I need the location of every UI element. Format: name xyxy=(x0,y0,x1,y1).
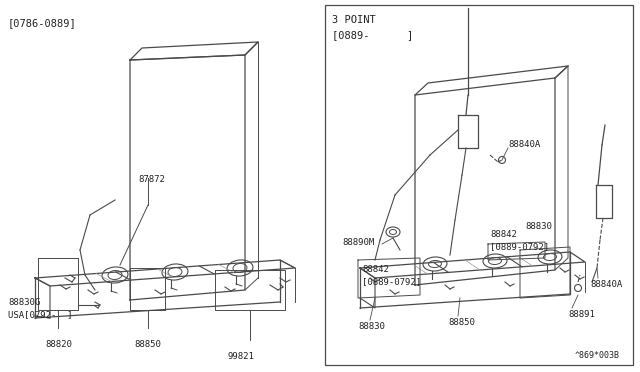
Text: 88840A: 88840A xyxy=(508,140,540,149)
Text: 88842: 88842 xyxy=(362,265,389,274)
Text: 88850: 88850 xyxy=(448,318,475,327)
Text: ^869*003B: ^869*003B xyxy=(575,351,620,360)
Text: 87872: 87872 xyxy=(138,175,165,184)
Text: [0786-0889]: [0786-0889] xyxy=(8,18,77,28)
Text: 88830G: 88830G xyxy=(8,298,40,307)
Text: 3 POINT: 3 POINT xyxy=(332,15,376,25)
Text: 99821: 99821 xyxy=(228,352,255,361)
Text: [0889-      ]: [0889- ] xyxy=(332,30,413,40)
Text: 88820: 88820 xyxy=(45,340,72,349)
Text: 88850: 88850 xyxy=(134,340,161,349)
Text: 88830: 88830 xyxy=(358,322,385,331)
Text: 88840A: 88840A xyxy=(590,280,622,289)
Text: 88830: 88830 xyxy=(525,222,552,231)
Text: [0889-0792]: [0889-0792] xyxy=(362,277,421,286)
Text: 88891: 88891 xyxy=(568,310,595,319)
Bar xyxy=(325,5,633,365)
Text: 88890M: 88890M xyxy=(342,238,374,247)
Text: 88842: 88842 xyxy=(490,230,517,239)
Text: USA[0792-  ]: USA[0792- ] xyxy=(8,310,72,319)
Text: [0889-0792]: [0889-0792] xyxy=(490,242,549,251)
